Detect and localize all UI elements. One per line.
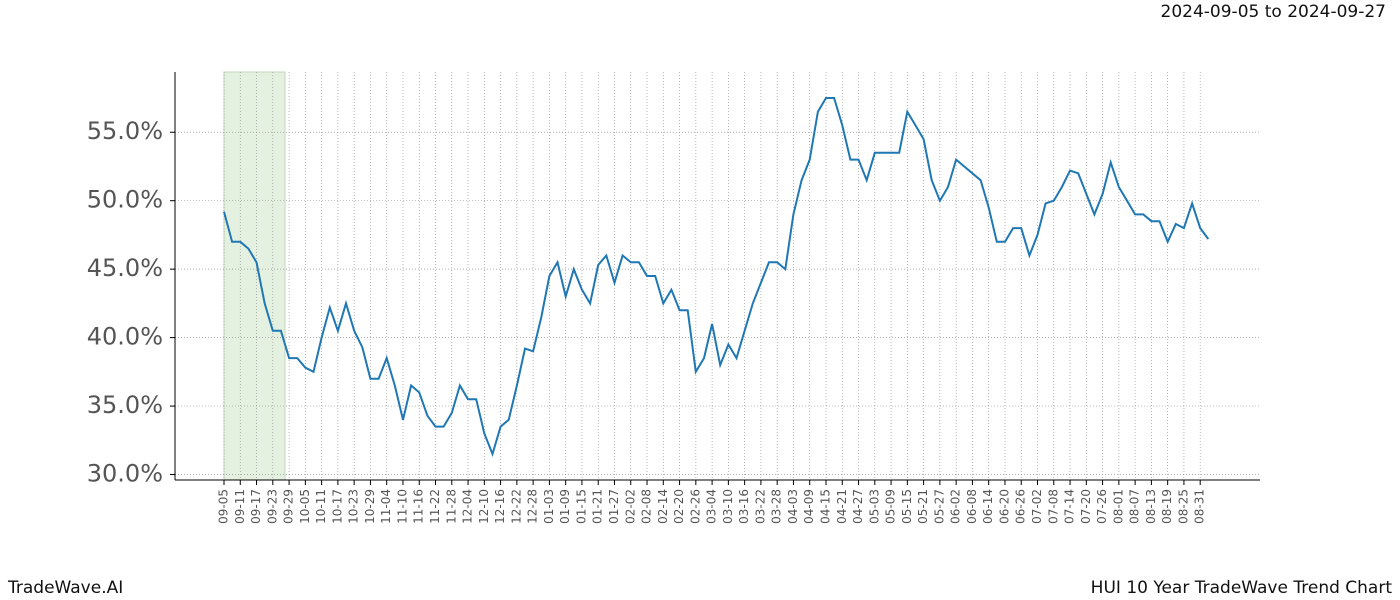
x-tick-label: 07-20 bbox=[1079, 489, 1093, 524]
x-tick-label: 02-20 bbox=[672, 489, 686, 524]
x-tick-label: 09-23 bbox=[265, 489, 279, 524]
x-tick-label: 11-04 bbox=[379, 489, 393, 524]
x-tick-label: 10-29 bbox=[363, 489, 377, 524]
x-tick-label: 10-23 bbox=[347, 489, 361, 524]
x-tick-label: 09-29 bbox=[282, 489, 296, 524]
x-tick-label: 07-08 bbox=[1046, 489, 1060, 524]
x-tick-label: 04-21 bbox=[835, 489, 849, 524]
x-tick-label: 11-16 bbox=[412, 489, 426, 524]
x-tick-label: 02-02 bbox=[623, 489, 637, 524]
x-tick-label: 08-07 bbox=[1128, 489, 1142, 524]
x-tick-label: 12-22 bbox=[509, 489, 523, 524]
x-tick-label: 10-17 bbox=[330, 489, 344, 524]
x-tick-label: 02-14 bbox=[656, 489, 670, 524]
x-tick-label: 02-26 bbox=[688, 489, 702, 524]
x-tick-label: 05-03 bbox=[867, 489, 881, 524]
x-tick-label: 11-10 bbox=[395, 489, 409, 524]
x-tick-label: 04-03 bbox=[786, 489, 800, 524]
x-tick-label: 04-27 bbox=[851, 489, 865, 524]
x-tick-label: 12-16 bbox=[493, 489, 507, 524]
x-tick-label: 08-13 bbox=[1144, 489, 1158, 524]
x-tick-label: 10-11 bbox=[314, 489, 328, 524]
x-tick-label: 09-17 bbox=[249, 489, 263, 524]
x-tick-label: 06-20 bbox=[997, 489, 1011, 524]
x-tick-label: 11-22 bbox=[428, 489, 442, 524]
x-tick-label: 06-14 bbox=[981, 489, 995, 524]
x-tick-label: 03-10 bbox=[721, 489, 735, 524]
x-tick-label: 08-31 bbox=[1193, 489, 1207, 524]
x-tick-label: 04-15 bbox=[818, 489, 832, 524]
x-tick-label: 03-22 bbox=[753, 489, 767, 524]
x-tick-label: 05-09 bbox=[884, 489, 898, 524]
x-tick-label: 06-02 bbox=[949, 489, 963, 524]
x-tick-label: 01-21 bbox=[591, 489, 605, 524]
x-tick-label: 04-09 bbox=[802, 489, 816, 524]
x-tick-label: 12-28 bbox=[526, 489, 540, 524]
x-tick-label: 09-11 bbox=[233, 489, 247, 524]
x-tick-label: 01-15 bbox=[574, 489, 588, 524]
y-tick-label: 55.0% bbox=[87, 117, 163, 145]
x-tick-label: 01-09 bbox=[558, 489, 572, 524]
y-tick-label: 50.0% bbox=[87, 186, 163, 214]
x-tick-label: 06-08 bbox=[965, 489, 979, 524]
x-tick-label: 07-02 bbox=[1030, 489, 1044, 524]
x-tick-label: 02-08 bbox=[640, 489, 654, 524]
y-tick-label: 30.0% bbox=[87, 460, 163, 488]
x-tick-label: 07-14 bbox=[1063, 489, 1077, 524]
y-tick-label: 35.0% bbox=[87, 391, 163, 419]
x-tick-label: 03-28 bbox=[770, 489, 784, 524]
x-tick-label: 03-16 bbox=[737, 489, 751, 524]
x-tick-label: 11-28 bbox=[444, 489, 458, 524]
x-tick-label: 08-01 bbox=[1111, 489, 1125, 524]
highlight-span bbox=[223, 71, 286, 481]
date-range: 2024-09-05 to 2024-09-27 bbox=[1161, 2, 1386, 22]
x-tick-label: 06-26 bbox=[1014, 489, 1028, 524]
x-tick-label: 01-03 bbox=[542, 489, 556, 524]
x-tick-label: 09-05 bbox=[217, 489, 231, 524]
x-tick-label: 07-26 bbox=[1095, 489, 1109, 524]
brand: TradeWave.AI bbox=[7, 578, 123, 598]
x-tick-label: 05-21 bbox=[916, 489, 930, 524]
x-tick-label: 03-04 bbox=[705, 489, 719, 524]
y-tick-label: 40.0% bbox=[87, 323, 163, 351]
x-tick-label: 05-15 bbox=[900, 489, 914, 524]
trend-line bbox=[223, 97, 1210, 458]
x-tick-label: 10-05 bbox=[298, 489, 312, 524]
chart-title: HUI 10 Year TradeWave Trend Chart bbox=[1091, 578, 1393, 598]
x-tick-label: 05-27 bbox=[932, 489, 946, 524]
x-tick-label: 12-04 bbox=[461, 489, 475, 524]
x-tick-label: 08-25 bbox=[1176, 489, 1190, 524]
x-tick-label: 08-19 bbox=[1160, 489, 1174, 524]
y-tick-label: 45.0% bbox=[87, 254, 163, 282]
x-tick-label: 12-10 bbox=[477, 489, 491, 524]
x-tick-label: 01-27 bbox=[607, 489, 621, 524]
